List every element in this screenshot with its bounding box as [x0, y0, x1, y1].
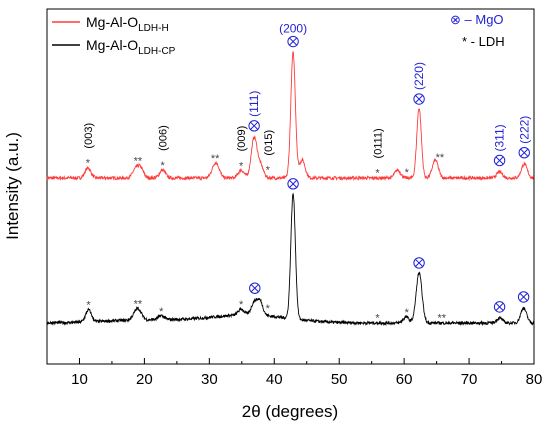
x-axis-title: 2θ (degrees) [242, 402, 338, 421]
x-tick-label-10: 10 [71, 371, 88, 388]
key-ldh: * - LDH [462, 34, 505, 49]
phase-key: ⊗ – MgO * - LDH [450, 12, 505, 49]
ldh-star-marker: ** [134, 155, 143, 167]
legend-label-ldh-h: Mg-Al-OLDH-H [86, 14, 169, 34]
x-tick-label-40: 40 [266, 371, 283, 388]
x-tick-label-30: 30 [201, 371, 218, 388]
ldh-star-marker: * [266, 303, 271, 315]
mgo-marker [287, 35, 299, 48]
mgo-marker [493, 154, 506, 167]
x-tick-label-20: 20 [136, 371, 153, 388]
x-axis-ticks: 10 20 30 40 50 60 70 80 [46, 358, 543, 388]
ldh-star-marker: * [160, 160, 165, 172]
ldh-star-marker: * [239, 299, 244, 311]
mgo-marker [413, 257, 425, 269]
ldh-star-marker: * [86, 300, 91, 312]
x-tick-label-70: 70 [461, 371, 478, 388]
mgo-hkl-label: (311) [493, 124, 507, 151]
mgo-marker [249, 282, 261, 294]
mgo-hkl-label: (220) [412, 62, 426, 90]
legend-label-ldh-cp: Mg-Al-OLDH-CP [86, 37, 176, 57]
ldh-star-marker: * [405, 167, 410, 179]
ldh-star-marker: ** [438, 313, 447, 325]
ldh-star-marker: * [159, 306, 164, 318]
ldh-star-marker: ** [211, 153, 220, 165]
mgo-hkl-label: (200) [279, 22, 307, 36]
series-group [46, 51, 535, 327]
mgo-hkl-label: (222) [517, 116, 531, 144]
ldh-hkl-label: (0111) [373, 128, 385, 158]
ldh-star-marker: * [239, 160, 244, 172]
ldh-star-marker: * [405, 307, 410, 319]
mgo-hkl-label: (111) [247, 91, 261, 117]
ldh-star-marker: * [375, 167, 380, 179]
ldh-hkl-label: (006) [158, 125, 170, 151]
annotation-group: (200) (111) (220) (311) (222) (003) (006) (009)… [83, 22, 531, 325]
mgo-marker [517, 291, 530, 303]
legend: Mg-Al-OLDH-H Mg-Al-OLDH-CP [52, 14, 176, 57]
y-axis-title: Intensity (a.u.) [3, 132, 22, 240]
ldh-star-marker: * [375, 313, 380, 325]
mgo-marker [518, 147, 530, 159]
mgo-marker [248, 120, 260, 132]
x-tick-label-50: 50 [331, 371, 348, 388]
mgo-marker [287, 178, 299, 190]
series-line-ldh-cp [46, 192, 535, 327]
ldh-star-marker: * [266, 165, 271, 177]
plot-frame [46, 8, 535, 365]
ldh-hkl-label: (009) [236, 126, 248, 152]
series-line-ldh-h [46, 51, 535, 182]
key-mgo: ⊗ – MgO [450, 12, 504, 27]
x-tick-label-80: 80 [526, 371, 543, 388]
ldh-star-marker: ** [134, 299, 143, 311]
ldh-hkl-label: (003) [83, 123, 95, 149]
ldh-star-marker: * [86, 158, 91, 170]
ldh-hkl-label: (015) [263, 130, 275, 156]
x-tick-label-60: 60 [396, 371, 413, 388]
ldh-star-marker: ** [436, 152, 445, 164]
mgo-marker [413, 93, 425, 105]
mgo-marker [493, 301, 506, 313]
